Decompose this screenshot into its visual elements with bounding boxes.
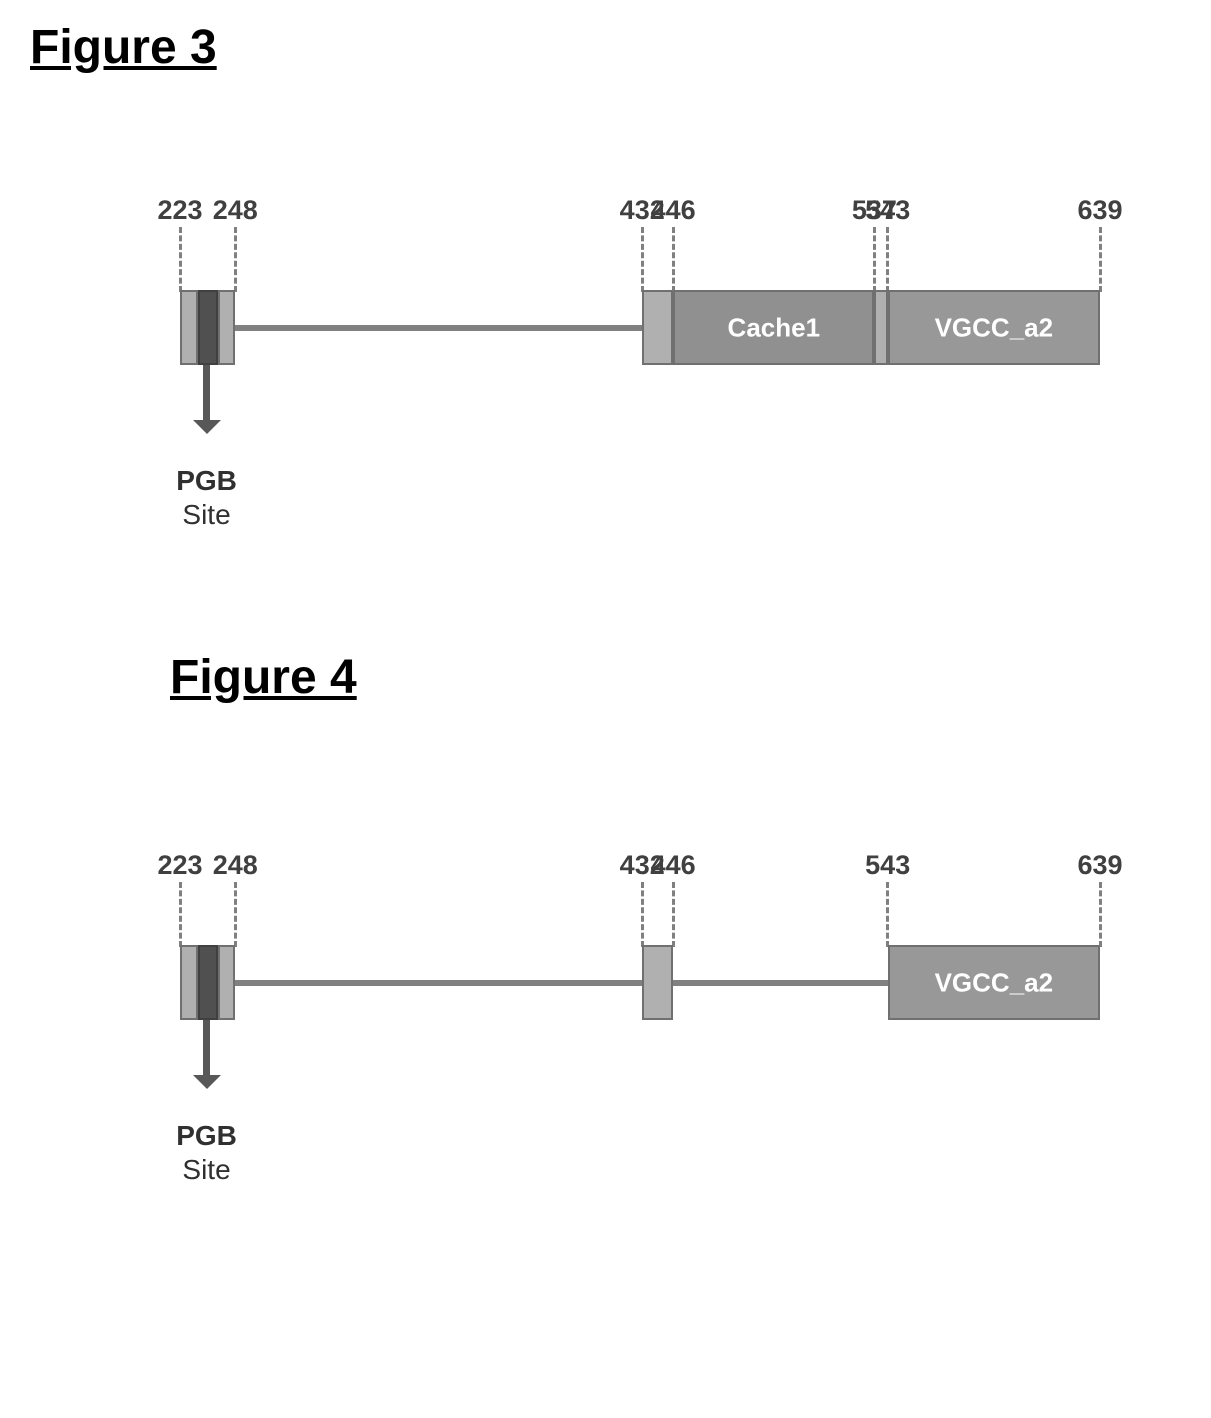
figure4-tick-label-639: 639 [1077,850,1122,881]
figure4-tick-248 [234,882,237,947]
figure4-arrow-shaft [203,1020,210,1075]
figure4-block-1 [198,945,218,1020]
figure4-tick-543 [886,882,889,947]
figure3-arrow-shaft [203,365,210,420]
figure3-arrow-head-icon [193,420,221,434]
figure4-block-6: VGCC_a2 [888,945,1100,1020]
figure4-tick-446 [672,882,675,947]
figure3-tick-543 [886,227,889,292]
figure4-domain-label-6: VGCC_a2 [890,967,1098,998]
figure3-block-6 [874,290,887,365]
figure3-tick-446 [672,227,675,292]
figure4-tick-label-248: 248 [213,850,258,881]
figure3-block-0 [180,290,198,365]
figure3-tick-label-639: 639 [1077,195,1122,226]
figure3-tick-537 [873,227,876,292]
figure4-arrow-head-icon [193,1075,221,1089]
figure4-connector-3 [235,980,642,986]
figure3-tick-label-446: 446 [651,195,696,226]
figure3-title: Figure 3 [30,20,217,75]
figure3-tick-label-223: 223 [157,195,202,226]
figure4-tick-432 [641,882,644,947]
figure4-pgb-label-line2: Site [182,1154,230,1186]
figure3-block-2 [218,290,236,365]
figure3-domain-label-7: VGCC_a2 [890,312,1098,343]
figure3-pgb-label-line2: Site [182,499,230,531]
figure3-domain-label-5: Cache1 [675,312,872,343]
figure3-connector-3 [235,325,642,331]
figure4-tick-639 [1099,882,1102,947]
figure4-tick-label-446: 446 [651,850,696,881]
figure3-tick-432 [641,227,644,292]
figure3-block-4 [642,290,673,365]
figure4-tick-223 [179,882,182,947]
figure3-tick-248 [234,227,237,292]
figure3-tick-223 [179,227,182,292]
figure3-tick-label-248: 248 [213,195,258,226]
figure3-pgb-label-line1: PGB [176,465,237,497]
figure4-block-0 [180,945,198,1020]
figure3-tick-639 [1099,227,1102,292]
figure4-diagram: 223248432446543639VGCC_a2PGBSite [180,850,1100,1210]
figure3-diagram: 223248432446537543639Cache1VGCC_a2PGBSit… [180,195,1100,555]
figure4-pgb-label-line1: PGB [176,1120,237,1152]
figure4-block-2 [218,945,236,1020]
figure4-block-4 [642,945,673,1020]
figure4-title: Figure 4 [170,650,357,705]
figure4-tick-label-223: 223 [157,850,202,881]
figure3-block-5: Cache1 [673,290,874,365]
figure3-tick-label-543: 543 [865,195,910,226]
figure4-tick-label-543: 543 [865,850,910,881]
figure4-connector-5 [673,980,888,986]
figure3-block-7: VGCC_a2 [888,290,1100,365]
figure3-block-1 [198,290,218,365]
